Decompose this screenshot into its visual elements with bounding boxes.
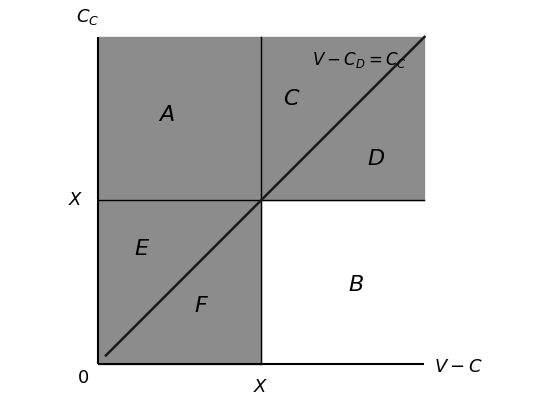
Text: E: E	[135, 239, 149, 259]
Text: $C_C$: $C_C$	[76, 7, 100, 27]
Text: D: D	[367, 149, 384, 169]
Text: B: B	[348, 275, 364, 295]
Text: $V - C$: $V - C$	[434, 358, 483, 376]
Text: $X$: $X$	[68, 191, 83, 209]
Text: $X$: $X$	[254, 378, 269, 396]
Text: A: A	[159, 105, 174, 125]
Text: $V - C_D = C_C$: $V - C_D = C_C$	[312, 50, 406, 70]
Text: F: F	[194, 296, 207, 316]
Text: C: C	[283, 89, 298, 109]
Text: 0: 0	[78, 369, 89, 387]
